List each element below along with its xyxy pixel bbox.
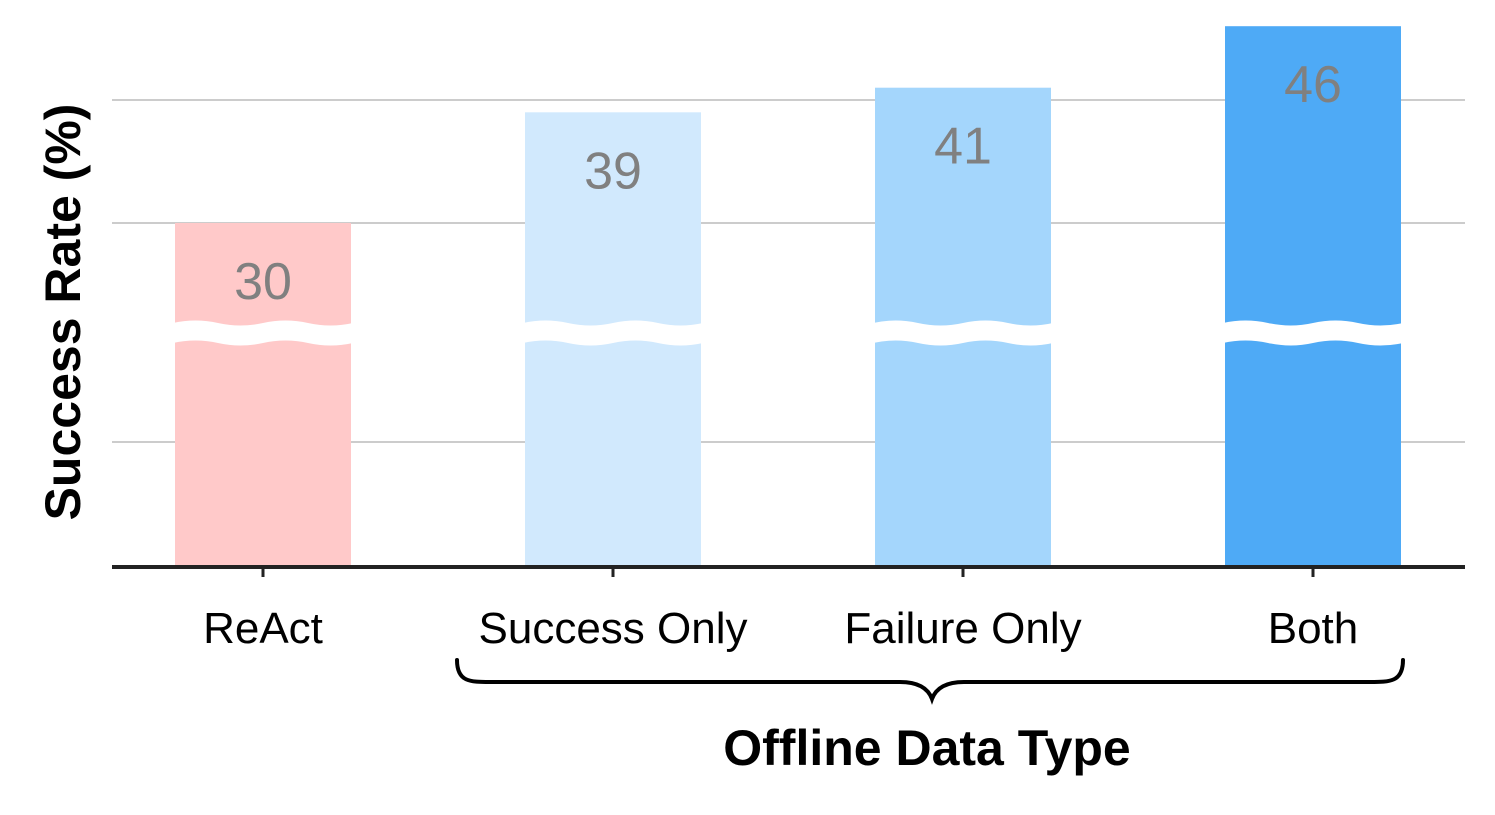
value-label: 39 <box>584 142 642 200</box>
x-tick-labels: ReAct Success Only Failure Only Both <box>203 604 1358 653</box>
x-axis-ticks <box>261 567 1315 577</box>
axis-break-marks <box>173 320 1403 346</box>
break-mark <box>1223 320 1403 346</box>
break-mark <box>873 320 1053 346</box>
x-tick-label: Success Only <box>479 604 748 653</box>
x-tick-label: ReAct <box>203 604 323 653</box>
x-tick-label: Both <box>1268 604 1359 653</box>
value-labels: 30 39 41 46 <box>234 56 1342 311</box>
value-label: 30 <box>234 253 292 311</box>
bar-react <box>175 223 351 567</box>
x-tick-label: Failure Only <box>844 604 1081 653</box>
value-label: 41 <box>934 118 992 176</box>
bars <box>175 26 1401 568</box>
bar-both <box>1225 26 1401 567</box>
break-mark <box>173 320 353 346</box>
y-axis-title: Success Rate (%) <box>35 104 91 521</box>
group-brace <box>455 658 1405 705</box>
x-axis-title: Offline Data Type <box>723 720 1130 776</box>
value-label: 46 <box>1284 56 1342 114</box>
break-mark <box>523 320 703 346</box>
